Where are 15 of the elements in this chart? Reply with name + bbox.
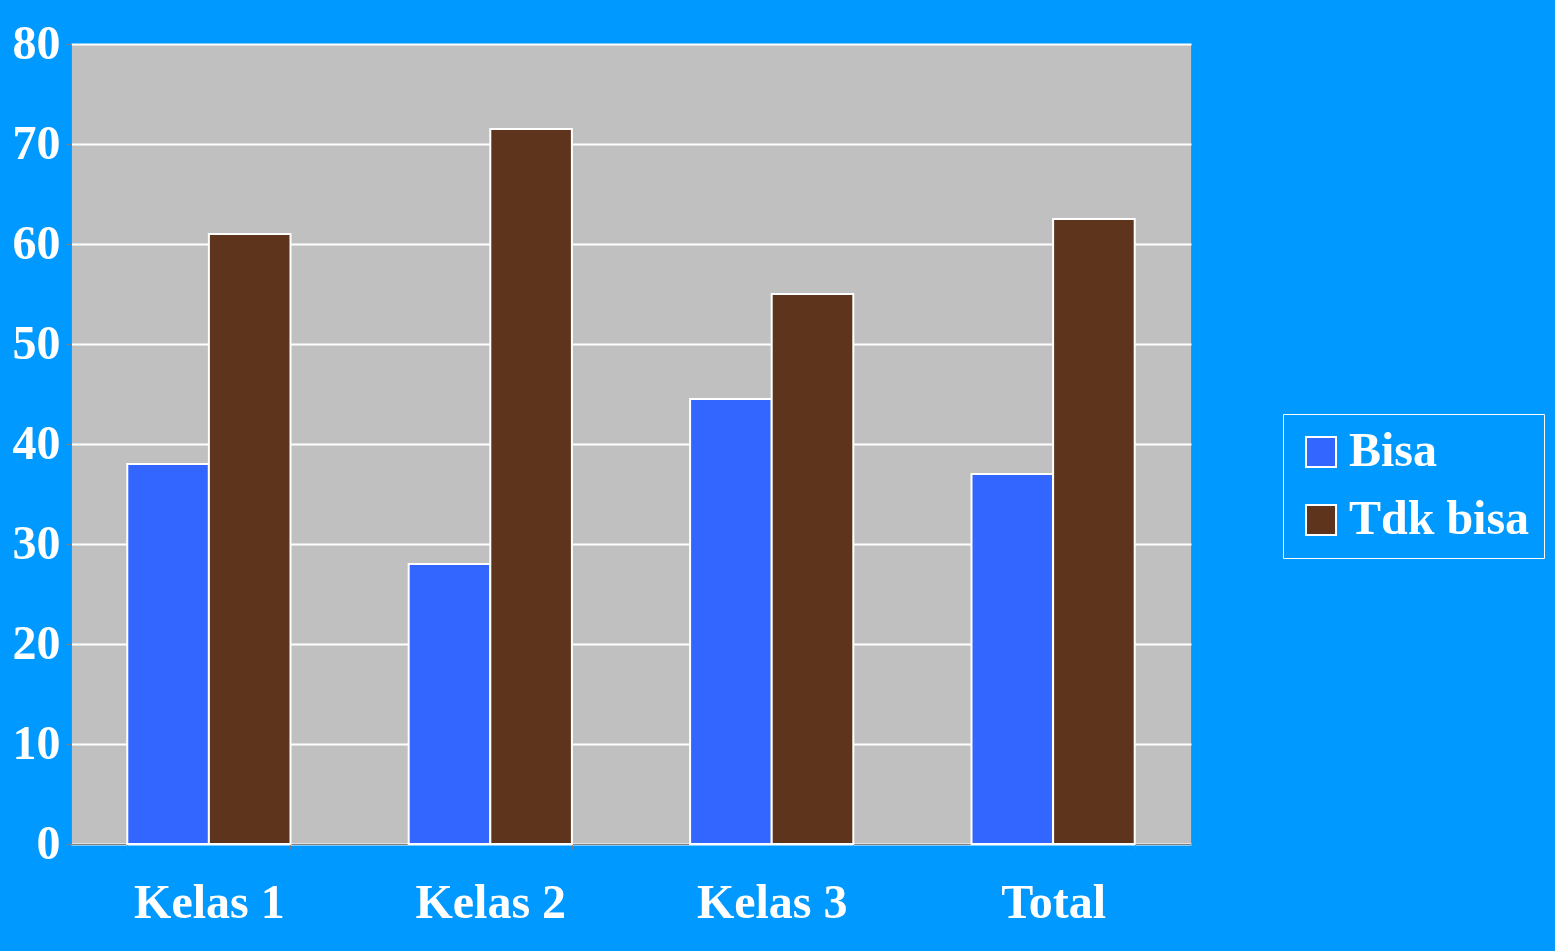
y-tick-label: 30 xyxy=(12,515,61,569)
y-tick-label: 50 xyxy=(12,315,61,369)
y-tick-label: 10 xyxy=(12,715,61,769)
x-tick-label: Kelas 3 xyxy=(696,874,848,928)
x-tick-label: Kelas 1 xyxy=(134,874,285,928)
legend-label: Bisa xyxy=(1349,423,1438,476)
x-tick-label: Kelas 2 xyxy=(415,874,567,928)
y-tick-label: 70 xyxy=(12,115,61,169)
y-tick-label: 20 xyxy=(12,615,61,669)
legend-label: Tdk bisa xyxy=(1349,491,1530,544)
y-tick-label: 80 xyxy=(12,15,61,69)
y-tick-label: 60 xyxy=(12,215,61,269)
x-tick-label: Total xyxy=(1001,874,1107,928)
y-tick-label: 0 xyxy=(36,815,61,869)
y-tick-label: 40 xyxy=(12,415,61,469)
